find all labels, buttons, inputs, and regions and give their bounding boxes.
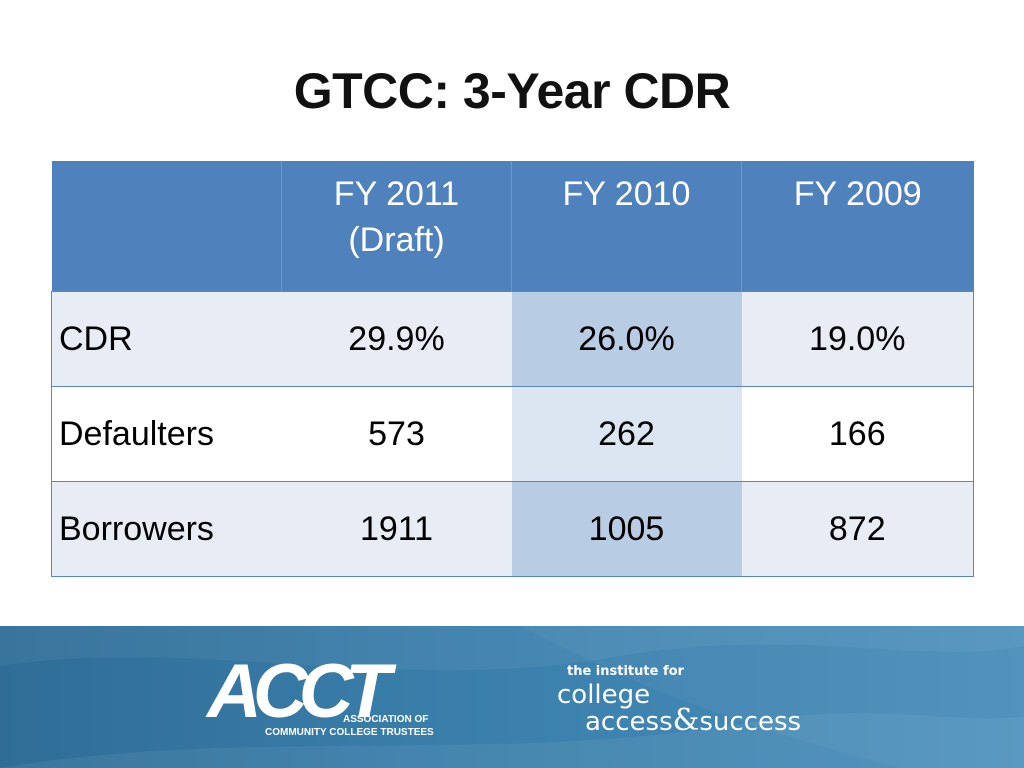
header-fy2010: FY 2010	[511, 161, 742, 292]
row-label-borrowers: Borrowers	[51, 481, 282, 577]
acct-logo-line1: ASSOCIATION OF	[343, 714, 429, 725]
cdr-table: FY 2011 (Draft) FY 2010 FY 2009 CDR 29.9…	[51, 161, 974, 577]
cell-cdr-fy2010: 26.0%	[511, 291, 742, 387]
cell-cdr-fy2009: 19.0%	[741, 291, 974, 387]
table-header-row: FY 2011 (Draft) FY 2010 FY 2009	[51, 161, 974, 292]
footer-wave-decoration	[0, 626, 1024, 768]
ticas-logo-line1: the institute for	[567, 664, 684, 679]
header-fy2011: FY 2011 (Draft)	[281, 161, 512, 292]
header-fy2009: FY 2009	[741, 161, 974, 292]
cell-cdr-fy2011: 29.9%	[281, 291, 512, 387]
header-fy2011-year: FY 2011	[333, 175, 460, 213]
ticas-logo-line2: college	[557, 680, 651, 710]
ticas-logo-line3: access&success	[585, 703, 802, 738]
ticas-ampersand: &	[672, 703, 700, 738]
ticas-success: success	[699, 707, 802, 737]
row-label-cdr: CDR	[51, 291, 282, 387]
cell-borrowers-fy2010: 1005	[511, 481, 742, 577]
table-row-borrowers: Borrowers 1911 1005 872	[51, 481, 974, 577]
acct-logo-line2: COMMUNITY COLLEGE TRUSTEES	[265, 727, 434, 738]
ticas-access: access	[585, 707, 673, 737]
cell-defaulters-fy2010: 262	[511, 386, 742, 482]
table-row-defaulters: Defaulters 573 262 166	[51, 386, 974, 482]
acct-logo-letters: ACCT	[207, 649, 391, 734]
ticas-logo: the institute for college access&success	[557, 662, 837, 742]
slide-title: GTCC: 3-Year CDR	[293, 63, 731, 119]
cell-defaulters-fy2011: 573	[281, 386, 512, 482]
cell-borrowers-fy2011: 1911	[281, 481, 512, 577]
header-fy2011-note: (Draft)	[348, 221, 445, 259]
table-row-cdr: CDR 29.9% 26.0% 19.0%	[51, 291, 974, 387]
cell-borrowers-fy2009: 872	[741, 481, 974, 577]
footer-banner: ACCT ASSOCIATION OF COMMUNITY COLLEGE TR…	[0, 626, 1024, 768]
acct-logo: ACCT ASSOCIATION OF COMMUNITY COLLEGE TR…	[207, 652, 437, 747]
header-empty-cell	[51, 161, 282, 292]
cell-defaulters-fy2009: 166	[741, 386, 974, 482]
row-label-defaulters: Defaulters	[51, 386, 282, 482]
